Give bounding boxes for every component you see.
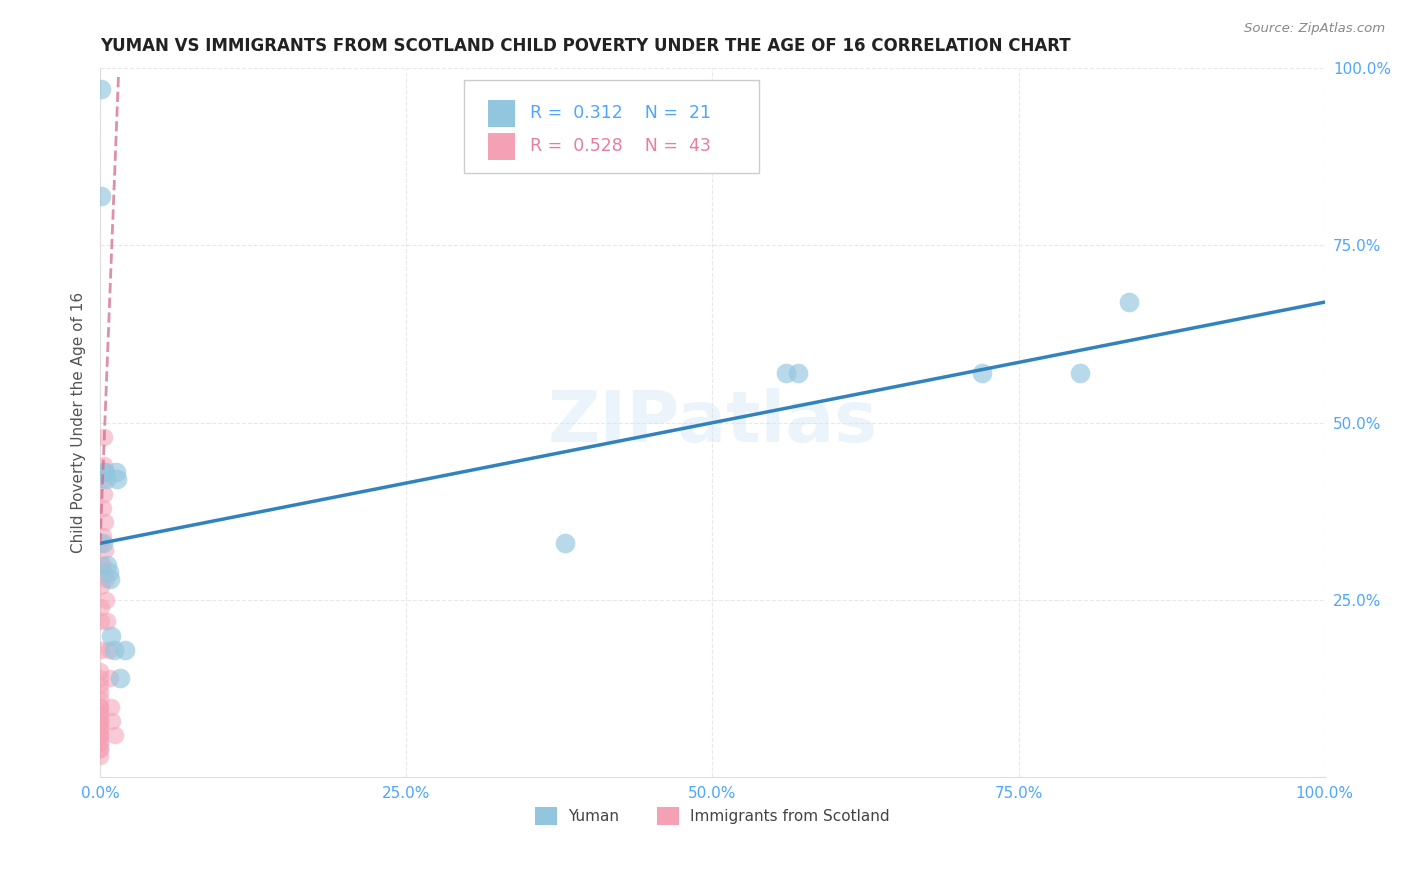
Point — [93, 458, 115, 473]
Point — [89, 671, 111, 685]
Point — [114, 642, 136, 657]
Text: Immigrants from Scotland: Immigrants from Scotland — [690, 809, 890, 824]
Point — [89, 706, 111, 721]
Point — [105, 473, 128, 487]
Point — [89, 735, 111, 749]
Point — [103, 642, 125, 657]
Text: R =  0.312    N =  21: R = 0.312 N = 21 — [530, 103, 711, 121]
Point — [94, 466, 117, 480]
Point — [91, 529, 114, 543]
Point — [96, 615, 118, 629]
Point — [89, 742, 111, 756]
Point — [101, 714, 124, 728]
Point — [89, 749, 111, 764]
Point — [89, 742, 111, 756]
Point — [96, 593, 118, 607]
Point — [91, 558, 114, 572]
Point — [93, 466, 115, 480]
Point — [94, 515, 117, 529]
Text: Source: ZipAtlas.com: Source: ZipAtlas.com — [1244, 22, 1385, 36]
Point — [89, 721, 111, 735]
Point — [775, 366, 797, 380]
Point — [96, 572, 118, 586]
Point — [105, 466, 128, 480]
Point — [104, 728, 127, 742]
FancyBboxPatch shape — [657, 807, 679, 825]
Point — [108, 671, 131, 685]
FancyBboxPatch shape — [534, 807, 557, 825]
Point — [89, 685, 111, 699]
Point — [89, 714, 111, 728]
Point — [89, 706, 111, 721]
Point — [89, 699, 111, 714]
Text: Yuman: Yuman — [568, 809, 619, 824]
Point — [94, 543, 117, 558]
Point — [97, 565, 120, 579]
Point — [100, 699, 122, 714]
Point — [90, 615, 112, 629]
Text: ZIPatlas: ZIPatlas — [547, 388, 877, 458]
Y-axis label: Child Poverty Under the Age of 16: Child Poverty Under the Age of 16 — [72, 293, 86, 553]
FancyBboxPatch shape — [488, 100, 515, 127]
Point — [89, 728, 111, 742]
Point — [970, 366, 993, 380]
Point — [98, 572, 121, 586]
Point — [91, 536, 114, 550]
Point — [90, 188, 112, 202]
Point — [90, 642, 112, 657]
Text: YUMAN VS IMMIGRANTS FROM SCOTLAND CHILD POVERTY UNDER THE AGE OF 16 CORRELATION : YUMAN VS IMMIGRANTS FROM SCOTLAND CHILD … — [100, 37, 1071, 55]
Point — [89, 714, 111, 728]
Text: R =  0.528    N =  43: R = 0.528 N = 43 — [530, 137, 711, 155]
Point — [554, 536, 576, 550]
Point — [97, 642, 120, 657]
Point — [89, 728, 111, 742]
Point — [91, 473, 114, 487]
Point — [90, 600, 112, 615]
Point — [96, 558, 118, 572]
Point — [91, 500, 114, 515]
Point — [90, 579, 112, 593]
Point — [89, 735, 111, 749]
FancyBboxPatch shape — [464, 80, 759, 173]
Point — [93, 430, 115, 444]
Point — [1069, 366, 1091, 380]
Point — [90, 82, 112, 96]
Point — [90, 558, 112, 572]
Point — [89, 699, 111, 714]
Point — [89, 664, 111, 678]
Point — [89, 678, 111, 692]
FancyBboxPatch shape — [488, 133, 515, 161]
Point — [89, 692, 111, 706]
Point — [90, 536, 112, 550]
Point — [1118, 295, 1140, 310]
Point — [98, 671, 121, 685]
Point — [100, 629, 122, 643]
Point — [787, 366, 810, 380]
Point — [96, 473, 118, 487]
Point — [89, 721, 111, 735]
Point — [93, 486, 115, 500]
